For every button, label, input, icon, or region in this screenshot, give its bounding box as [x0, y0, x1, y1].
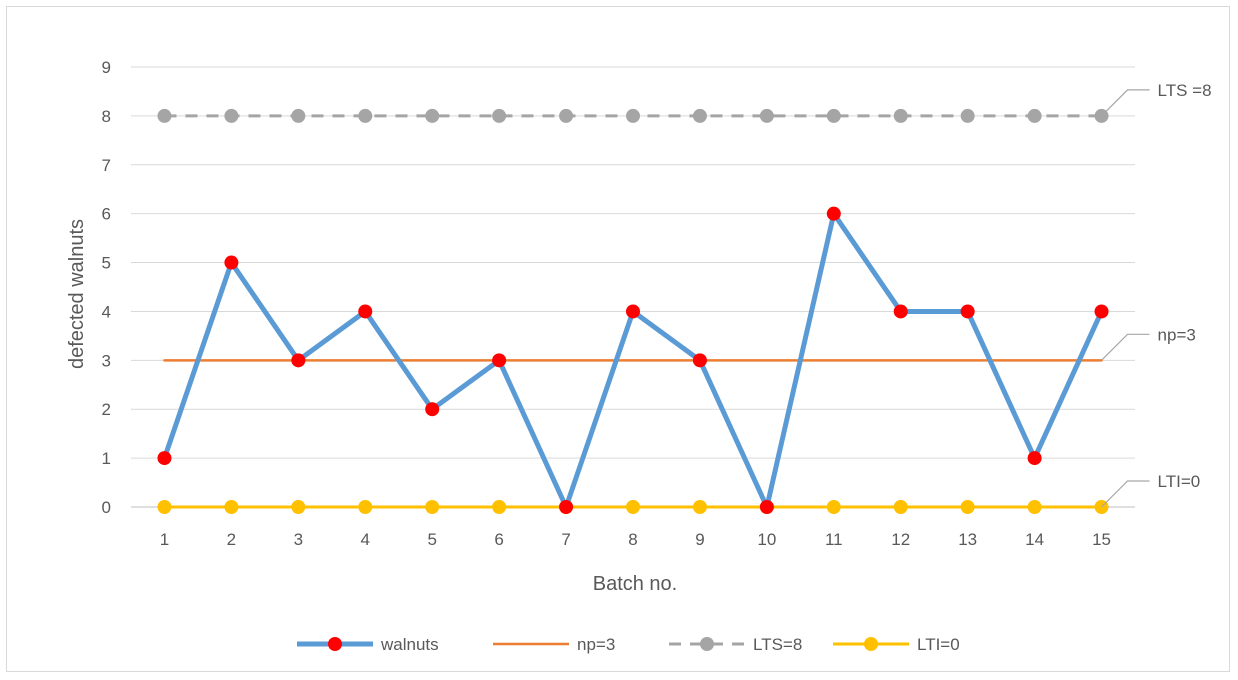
callout-leader — [1101, 89, 1150, 117]
data-point — [157, 500, 172, 514]
callout-leader — [1101, 480, 1150, 508]
data-point — [492, 108, 507, 123]
x-tick-label: 13 — [958, 530, 977, 549]
data-point — [692, 500, 707, 514]
legend-item-walnuts: walnuts — [297, 635, 439, 654]
data-point — [826, 500, 841, 514]
series-layer — [157, 108, 1109, 514]
x-tick-label: 5 — [427, 530, 436, 549]
data-point — [626, 304, 640, 319]
data-point — [358, 500, 373, 514]
data-point — [960, 500, 975, 514]
data-point — [157, 108, 172, 123]
y-tick-label: 7 — [102, 156, 111, 175]
y-tick-label: 9 — [102, 58, 111, 77]
callout-label: LTI=0 — [1158, 472, 1201, 491]
x-tick-label: 6 — [494, 530, 503, 549]
annotation-callouts: LTS =8 np=3 LTI=0 — [1101, 81, 1212, 508]
y-axis-title: defected walnuts — [66, 219, 88, 369]
data-point — [692, 108, 707, 123]
y-tick-label: 1 — [102, 449, 111, 468]
y-tick-label: 8 — [102, 107, 111, 126]
data-point — [157, 451, 172, 466]
data-point — [893, 108, 908, 123]
data-point — [559, 500, 574, 514]
legend-marker — [328, 637, 342, 651]
data-point — [1027, 500, 1042, 514]
data-point — [826, 206, 841, 221]
x-tick-label: 11 — [825, 530, 843, 549]
legend-label: walnuts — [380, 635, 439, 654]
x-tick-label: 3 — [294, 530, 303, 549]
data-point — [759, 108, 774, 123]
y-tick-label: 6 — [102, 205, 111, 224]
y-tick-labels: 0 1 2 3 4 5 6 7 8 9 — [102, 58, 111, 517]
data-point — [626, 500, 640, 514]
y-tick-label: 5 — [102, 254, 111, 273]
legend-marker — [864, 637, 878, 651]
data-point — [1094, 304, 1109, 319]
legend: walnuts np=3 LTS=8 LTI=0 — [297, 635, 960, 654]
legend-label: np=3 — [577, 635, 615, 654]
x-tick-label: 2 — [227, 530, 236, 549]
data-point — [492, 353, 507, 368]
data-point — [759, 500, 774, 514]
x-tick-label: 14 — [1025, 530, 1044, 549]
data-point — [291, 500, 306, 514]
gridlines — [131, 66, 1135, 508]
series-walnuts — [157, 206, 1109, 514]
y-tick-label: 2 — [102, 400, 111, 419]
data-point — [1027, 108, 1042, 123]
data-point — [358, 304, 373, 319]
data-point — [425, 402, 440, 417]
callout-label: LTS =8 — [1158, 81, 1212, 100]
data-point — [960, 108, 975, 123]
data-point — [559, 108, 574, 123]
y-tick-label: 4 — [102, 302, 111, 321]
data-point — [291, 353, 306, 368]
series-lts-8 — [157, 108, 1109, 123]
data-point — [425, 500, 440, 514]
data-point — [492, 500, 507, 514]
legend-label: LTS=8 — [753, 635, 802, 654]
x-axis-title: Batch no. — [593, 573, 678, 595]
data-point — [626, 108, 640, 123]
data-point — [224, 255, 239, 270]
data-point — [960, 304, 975, 319]
data-point — [893, 304, 908, 319]
data-point — [224, 108, 239, 123]
legend-item-np-3: np=3 — [493, 635, 615, 654]
x-tick-label: 7 — [561, 530, 570, 549]
legend-label: LTI=0 — [917, 635, 960, 654]
data-point — [425, 108, 440, 123]
x-tick-label: 8 — [628, 530, 637, 549]
x-tick-labels: 1 2 3 4 5 6 7 8 9 10 11 12 13 14 15 — [160, 530, 1111, 549]
x-tick-label: 4 — [361, 530, 370, 549]
x-tick-label: 1 — [160, 530, 169, 549]
data-point — [893, 500, 908, 514]
series-lti-0 — [157, 500, 1109, 514]
data-point — [692, 353, 707, 368]
x-tick-label: 10 — [757, 530, 776, 549]
data-point — [826, 108, 841, 123]
data-point — [224, 500, 239, 514]
legend-marker — [700, 637, 714, 651]
legend-item-lti-0: LTI=0 — [833, 635, 960, 654]
legend-item-lts-8: LTS=8 — [669, 635, 802, 654]
x-tick-label: 12 — [891, 530, 910, 549]
data-point — [291, 108, 306, 123]
y-tick-label: 3 — [102, 351, 111, 370]
callout-leader — [1101, 333, 1150, 361]
y-tick-label: 0 — [102, 498, 111, 517]
x-tick-label: 15 — [1092, 530, 1111, 549]
callout-label: np=3 — [1158, 325, 1196, 344]
x-tick-label: 9 — [695, 530, 704, 549]
data-point — [1027, 451, 1042, 466]
data-point — [358, 108, 373, 123]
